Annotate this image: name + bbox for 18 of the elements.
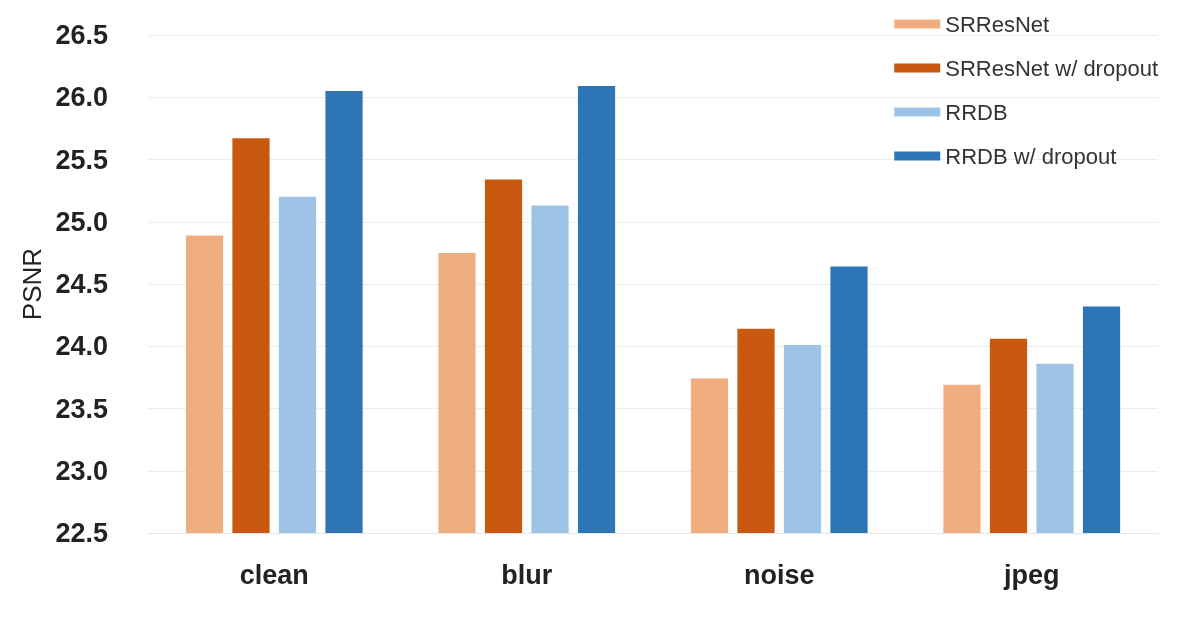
y-tick-label: 22.5 <box>55 518 108 548</box>
legend-label: SRResNet <box>945 11 1050 37</box>
legend-label: RRDB w/ dropout <box>945 143 1117 169</box>
y-tick-label: 24.5 <box>55 269 108 299</box>
x-tick-label: blur <box>501 559 553 590</box>
x-tick-label: noise <box>743 559 815 590</box>
y-axis-title: PSNR <box>16 247 47 321</box>
legend-label: SRResNet w/ dropout <box>945 55 1159 81</box>
y-tick-label: 25.5 <box>55 144 108 175</box>
y-tick-label: 26.0 <box>55 82 108 113</box>
y-tick-label: 25.0 <box>55 206 108 237</box>
y-tick-label: 23.5 <box>55 393 108 424</box>
x-tick-label: clean <box>239 559 309 590</box>
x-tick-label: jpeg <box>1002 559 1060 590</box>
y-tick-label: 23.0 <box>55 455 108 486</box>
legend-label: RRDB <box>945 99 1008 125</box>
y-tick-label: 24.0 <box>55 331 108 362</box>
y-tick-label: 26.5 <box>55 20 108 50</box>
